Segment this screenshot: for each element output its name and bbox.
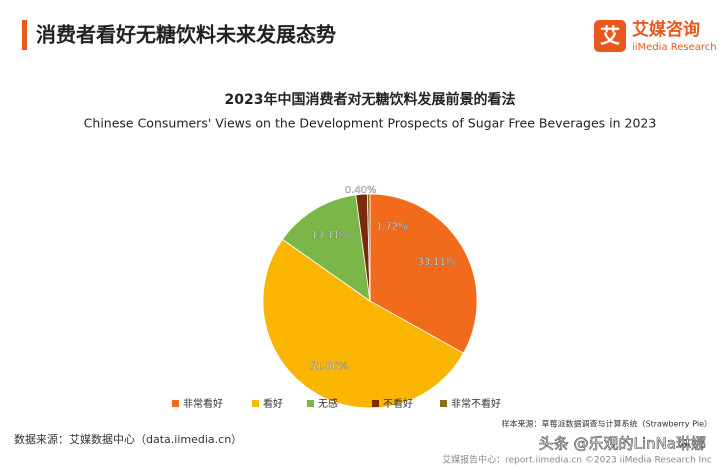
page-title: 消费者看好无糖饮料未来发展态势: [36, 23, 336, 47]
value-label: 33.11%: [417, 257, 455, 268]
watermark: 头条 @乐观的LinNa琳娜: [539, 435, 706, 453]
legend-swatch: [172, 400, 179, 407]
sample: 样本来源：草莓派数据调查与计算系统（Strawberry Pie）: [502, 419, 712, 429]
legend-label: 不看好: [383, 397, 413, 410]
legend-label: 看好: [263, 397, 283, 410]
logo-en: iiMedia Research: [632, 42, 717, 53]
legend-label: 非常不看好: [451, 397, 501, 410]
pie-slice: [262, 238, 464, 409]
legend-swatch: [440, 400, 447, 407]
source: 数据来源：艾媒数据中心（data.iimedia.cn）: [14, 432, 242, 446]
chart-title: 2023年中国消费者对无糖饮料发展前景的看法: [225, 91, 516, 108]
value-label: 51.66%: [310, 361, 348, 372]
logo-icon: [594, 20, 626, 52]
legend-label: 无感: [318, 397, 338, 410]
pie-slice: [281, 194, 371, 302]
legend-label: 非常看好: [183, 397, 223, 410]
chart-subtitle: Chinese Consumers' Views on the Developm…: [84, 116, 657, 131]
logo-mark: 艾: [600, 24, 620, 48]
pie-slice: [366, 193, 371, 302]
pie-slice: [369, 193, 478, 354]
value-label: 1.72%: [376, 221, 408, 232]
legend-swatch: [252, 400, 259, 407]
logo-cn: 艾媒咨询: [632, 19, 700, 40]
value-label: 0.40%: [345, 185, 377, 196]
legend-swatch: [307, 400, 314, 407]
title-bar: [22, 20, 27, 50]
value-label: 13.11%: [311, 230, 349, 241]
report: 艾媒报告中心：report.iimedia.cn ©2023 iiMedia R…: [442, 454, 712, 466]
legend-swatch: [372, 400, 379, 407]
